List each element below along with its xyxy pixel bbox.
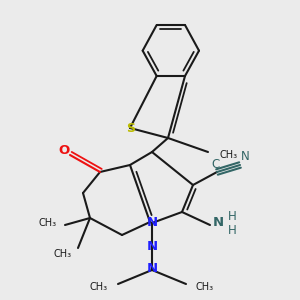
- Text: N: N: [146, 262, 158, 275]
- Text: N: N: [146, 215, 158, 229]
- Text: H: H: [228, 211, 236, 224]
- Text: CH₃: CH₃: [220, 150, 238, 160]
- Text: C: C: [212, 158, 220, 170]
- Text: CH₃: CH₃: [90, 282, 108, 292]
- Text: S: S: [127, 122, 136, 134]
- Text: CH₃: CH₃: [196, 282, 214, 292]
- Text: N: N: [146, 239, 158, 253]
- Text: O: O: [58, 145, 70, 158]
- Text: N: N: [241, 151, 249, 164]
- Text: CH₃: CH₃: [54, 249, 72, 259]
- Text: CH₃: CH₃: [39, 218, 57, 228]
- Text: N: N: [212, 215, 224, 229]
- Text: H: H: [228, 224, 236, 238]
